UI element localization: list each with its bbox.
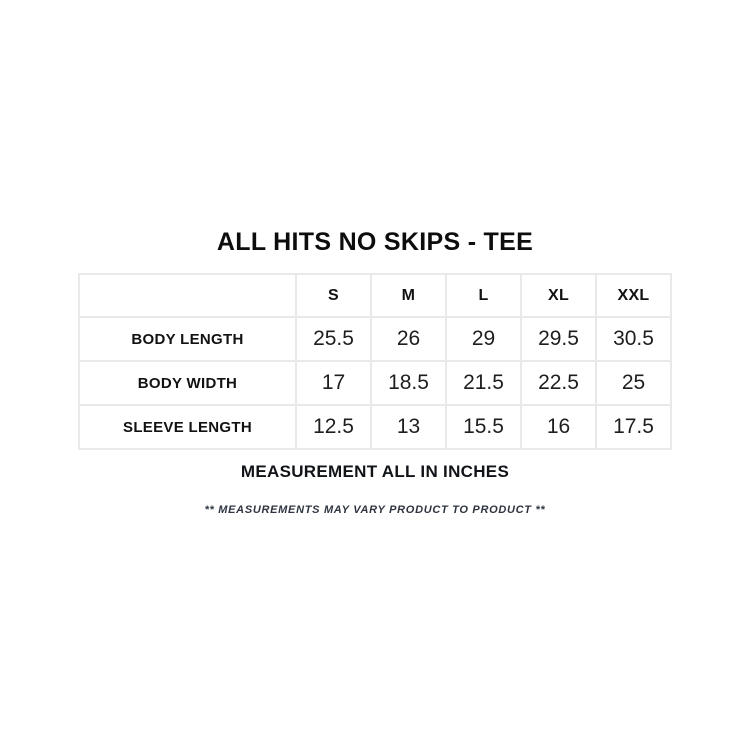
row-label-sleeve-length: SLEEVE LENGTH <box>78 404 297 450</box>
cell-sleeve-length-l: 15.5 <box>445 404 522 450</box>
cell-body-length-m: 26 <box>370 316 447 362</box>
cell-body-width-xl: 22.5 <box>520 360 597 406</box>
cell-body-length-s: 25.5 <box>295 316 372 362</box>
column-header-xxl: XXL <box>595 273 672 318</box>
variance-disclaimer: ** MEASUREMENTS MAY VARY PRODUCT TO PROD… <box>204 504 546 516</box>
column-header-m: M <box>370 273 447 318</box>
cell-body-length-xl: 29.5 <box>520 316 597 362</box>
cell-body-width-s: 17 <box>295 360 372 406</box>
table-header-row: S M L XL XXL <box>78 273 672 318</box>
measurement-unit-note: MEASUREMENT ALL IN INCHES <box>240 462 510 481</box>
cell-body-length-l: 29 <box>445 316 522 362</box>
cell-sleeve-length-xxl: 17.5 <box>595 404 672 450</box>
page-title: ALL HITS NO SKIPS - TEE <box>216 228 534 256</box>
row-label-body-length: BODY LENGTH <box>78 316 297 362</box>
cell-sleeve-length-m: 13 <box>370 404 447 450</box>
cell-body-width-m: 18.5 <box>370 360 447 406</box>
cell-sleeve-length-s: 12.5 <box>295 404 372 450</box>
cell-body-length-xxl: 30.5 <box>595 316 672 362</box>
cell-body-width-l: 21.5 <box>445 360 522 406</box>
size-chart-table: S M L XL XXL BODY LENGTH 25.5 26 29 29.5… <box>78 273 672 450</box>
cell-sleeve-length-xl: 16 <box>520 404 597 450</box>
table-row-body-length: BODY LENGTH 25.5 26 29 29.5 30.5 <box>78 316 672 362</box>
column-header-s: S <box>295 273 372 318</box>
column-header-xl: XL <box>520 273 597 318</box>
size-chart-content: ALL HITS NO SKIPS - TEE S M L XL XXL <box>78 228 672 516</box>
column-header-l: L <box>445 273 522 318</box>
table-row-body-width: BODY WIDTH 17 18.5 21.5 22.5 25 <box>78 360 672 406</box>
row-label-body-width: BODY WIDTH <box>78 360 297 406</box>
corner-empty-cell <box>78 273 297 318</box>
cell-body-width-xxl: 25 <box>595 360 672 406</box>
table-row-sleeve-length: SLEEVE LENGTH 12.5 13 15.5 16 17.5 <box>78 404 672 450</box>
